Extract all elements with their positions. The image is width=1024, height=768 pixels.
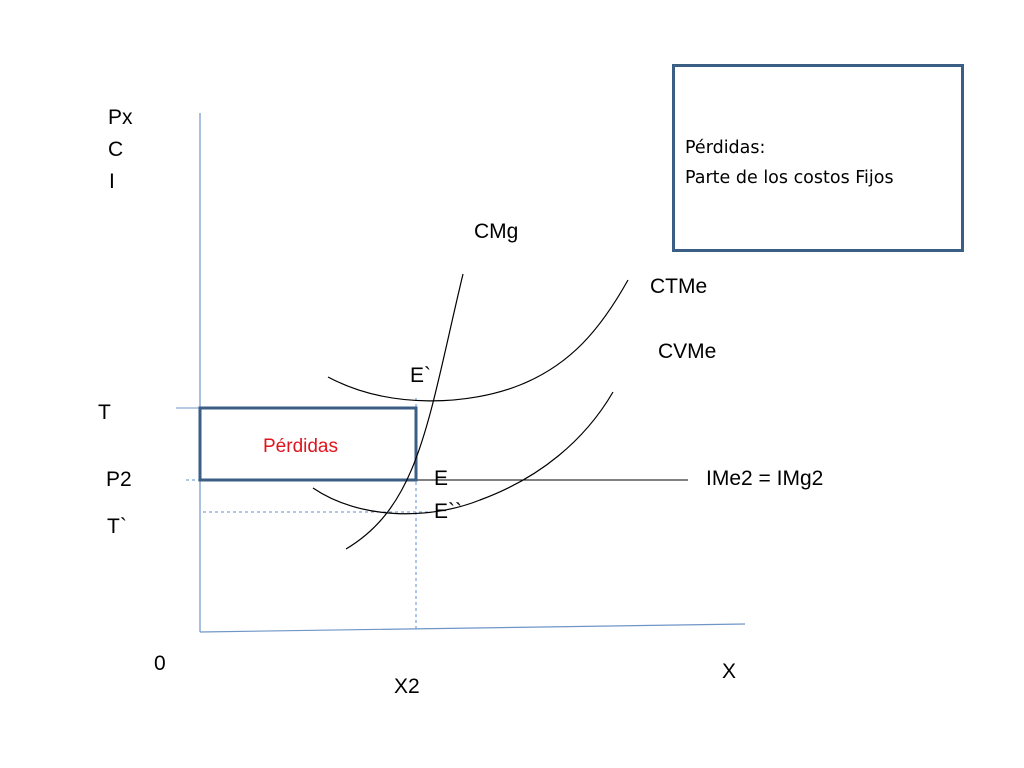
- x-axis: [199, 623, 746, 633]
- cmg-label: CMg: [474, 220, 518, 243]
- cvme-label: CVMe: [658, 340, 716, 363]
- note-box: Pérdidas: Parte de los costos Fijos: [672, 64, 964, 252]
- ctme-curve: [327, 279, 629, 402]
- y-axis-label-c: C: [108, 138, 123, 161]
- cvme-curve: [312, 391, 614, 515]
- note-text: Pérdidas: Parte de los costos Fijos: [685, 133, 894, 193]
- note-body: Parte de los costos Fijos: [685, 168, 894, 188]
- point-label-e-prime: E`: [410, 364, 431, 387]
- demand-label: IMe2 = IMg2: [706, 467, 823, 490]
- loss-label: Pérdidas: [263, 436, 338, 457]
- y-axis-label-px: Px: [108, 106, 133, 129]
- level-label-p2: P2: [106, 468, 132, 491]
- level-label-t-prime: T`: [107, 515, 127, 538]
- x2-label: X2: [394, 675, 420, 698]
- ctme-label: CTMe: [650, 275, 707, 298]
- level-label-t: T: [98, 401, 111, 424]
- y-axis-label-i: I: [109, 170, 115, 193]
- point-label-e: E: [434, 467, 448, 490]
- note-title: Pérdidas:: [685, 138, 766, 158]
- point-label-e-double-prime: E``: [434, 500, 462, 523]
- origin-label: 0: [154, 652, 166, 675]
- cmg-curve: [345, 273, 464, 550]
- loss-rectangle: [198, 406, 418, 482]
- x-axis-label: X: [722, 660, 736, 683]
